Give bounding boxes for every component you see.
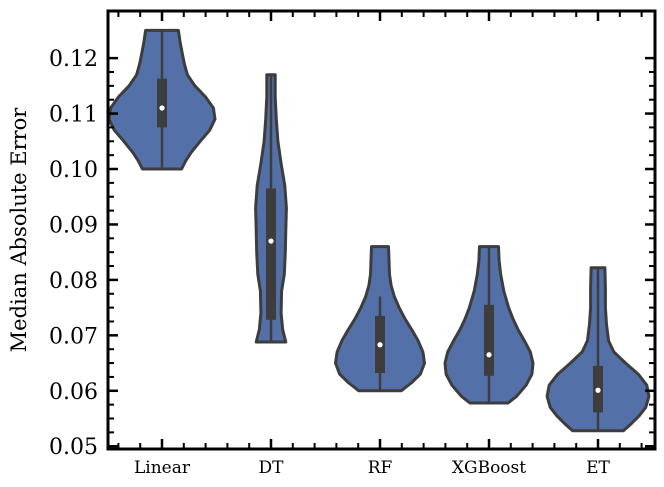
violins xyxy=(107,28,651,433)
x-tick-labels: Linear DT RF XGBoost ET xyxy=(134,458,611,478)
y-tick-label: 0.11 xyxy=(49,103,98,128)
y-tick-label: 0.06 xyxy=(49,380,98,405)
median-point-xgboost xyxy=(486,352,492,358)
x-tick-label: Linear xyxy=(134,458,191,478)
y-axis-label: Median Absolute Error xyxy=(7,107,31,353)
iqr-box-dt xyxy=(266,188,276,320)
y-tick-label: 0.10 xyxy=(49,158,98,183)
y-tick-label: 0.12 xyxy=(49,47,98,72)
median-point-et xyxy=(595,387,601,393)
median-point-dt xyxy=(268,238,274,244)
plot-frame xyxy=(106,9,657,451)
y-tick-label: 0.09 xyxy=(49,213,98,238)
y-tick-label: 0.08 xyxy=(49,269,98,294)
median-point-linear xyxy=(159,105,165,111)
y-tick-label: 0.07 xyxy=(49,324,98,349)
y-tick-label: 0.05 xyxy=(49,435,98,460)
x-tick-label: DT xyxy=(259,458,285,478)
x-tick-label: RF xyxy=(368,458,393,478)
median-point-rf xyxy=(377,342,383,348)
y-tick-labels: 0.05 0.06 0.07 0.08 0.09 0.10 0.11 0.12 xyxy=(49,47,98,460)
iqr-box-linear xyxy=(157,78,167,128)
x-tick-label: ET xyxy=(586,458,610,478)
iqr-box-xgboost xyxy=(484,304,494,376)
x-tick-label: XGBoost xyxy=(452,458,526,478)
